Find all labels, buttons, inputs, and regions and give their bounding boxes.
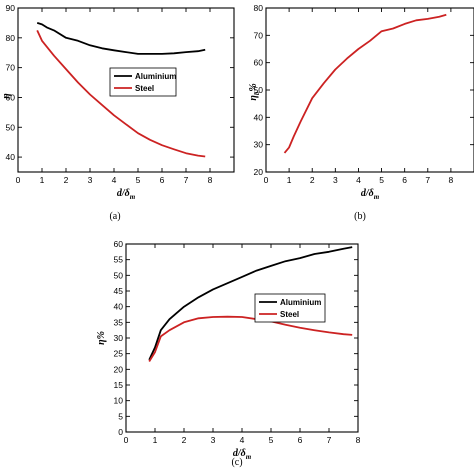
legend-box [109, 67, 177, 97]
series-line-aluminium [36, 22, 206, 55]
x-axis-label-main: d/δ [117, 188, 130, 199]
panel-caption: (a) [109, 211, 120, 222]
y-axis-label-sub: b [253, 91, 261, 95]
x-axis-label-main: d/δ [233, 448, 246, 459]
y-axis-label: η% [96, 331, 107, 345]
y-tick-label: 50 [254, 85, 264, 95]
x-tick-label: 8 [449, 175, 454, 185]
panel-caption: (b) [354, 211, 366, 222]
y-tick-label: 90 [6, 3, 16, 13]
x-axis-label: d/δm [233, 448, 252, 461]
y-tick-label: 60 [114, 239, 124, 249]
y-tick-label: 40 [254, 112, 264, 122]
y-tick-label: 40 [6, 152, 16, 162]
y-tick-label: 45 [114, 286, 124, 296]
x-tick-label: 7 [425, 175, 430, 185]
panel-caption: (c) [231, 457, 242, 468]
y-tick-label: 55 [114, 255, 124, 265]
x-tick-label: 3 [211, 435, 216, 445]
panel-a-chart: 0 1 2 3 4 5 6 7 8 40 50 60 70 80 90 d/δm η Aluminium Steel… [1, 3, 235, 222]
x-tick-label: 6 [160, 175, 165, 185]
y-tick-label: 20 [254, 167, 264, 177]
series-line-steel [36, 30, 206, 158]
x-tick-label: 0 [264, 175, 269, 185]
legend-label: Aluminium [135, 72, 176, 81]
y-tick-label: 30 [254, 140, 264, 150]
x-tick-label: 2 [182, 435, 187, 445]
x-tick-label: 7 [327, 435, 332, 445]
x-tick-label: 4 [356, 175, 361, 185]
series-line-aluminium [148, 246, 353, 361]
x-tick-label: 8 [356, 435, 361, 445]
x-tick-label: 1 [287, 175, 292, 185]
legend-label: Steel [135, 84, 154, 93]
x-tick-label: 7 [184, 175, 189, 185]
x-tick-label: 3 [333, 175, 338, 185]
x-tick-label: 1 [153, 435, 158, 445]
y-axis-label-main: η [248, 95, 259, 101]
y-tick-label: 80 [254, 3, 264, 13]
y-tick-label: 35 [114, 317, 124, 327]
x-tick-label: 5 [379, 175, 384, 185]
x-tick-label: 8 [208, 175, 213, 185]
x-tick-label: 6 [298, 435, 303, 445]
x-tick-label: 4 [240, 435, 245, 445]
y-tick-label: 20 [114, 364, 124, 374]
plot-frame [265, 7, 474, 173]
x-tick-label: 2 [310, 175, 315, 185]
series-line-steel [148, 315, 353, 362]
x-tick-label: 2 [64, 175, 69, 185]
y-tick-label: 60 [6, 92, 16, 102]
y-axis-label-unit: % [248, 83, 259, 91]
legend-label: Steel [280, 310, 299, 319]
x-tick-label: 0 [16, 175, 21, 185]
panel-c-chart: 0 1 2 3 4 5 6 7 8051015202530354045505560d/δmη%A… [96, 239, 361, 468]
y-tick-label: 70 [254, 30, 264, 40]
y-tick-label: 50 [6, 122, 16, 132]
y-tick-label: 50 [114, 270, 124, 280]
y-tick-label: 40 [114, 302, 124, 312]
x-tick-label: 5 [269, 435, 274, 445]
x-tick-label: 5 [136, 175, 141, 185]
y-tick-label: 60 [254, 58, 264, 68]
legend-box [254, 293, 326, 323]
x-axis-label-main: d/δ [361, 188, 374, 199]
y-tick-label: 30 [114, 333, 124, 343]
y-tick-label: 0 [118, 427, 123, 437]
y-axis-label: ηb% [248, 83, 261, 100]
plot-frame [17, 7, 235, 173]
y-axis-label: η [1, 93, 12, 99]
x-axis-label-sub: m [130, 193, 136, 201]
x-tick-label: 4 [112, 175, 117, 185]
y-tick-label: 15 [114, 380, 124, 390]
x-axis-label: d/δm [361, 188, 380, 201]
series-line-efficiency [283, 13, 447, 154]
y-tick-label: 70 [6, 63, 16, 73]
y-tick-label: 5 [118, 411, 123, 421]
x-tick-label: 3 [88, 175, 93, 185]
y-tick-label: 25 [114, 349, 124, 359]
legend-label: Aluminium [280, 298, 321, 307]
x-axis-label-sub: m [246, 453, 252, 461]
panel-b-chart: 0 1 2 3 4 5 6 7 8 20 30 40 50 60 70 80 d/δm ηb% (b) [248, 3, 474, 222]
x-axis-label-sub: m [374, 193, 380, 201]
x-tick-label: 1 [40, 175, 45, 185]
x-tick-label: 6 [402, 175, 407, 185]
y-tick-label: 80 [6, 33, 16, 43]
x-tick-label: 0 [124, 435, 129, 445]
x-axis-label: d/δm [117, 188, 136, 201]
y-tick-label: 10 [114, 396, 124, 406]
